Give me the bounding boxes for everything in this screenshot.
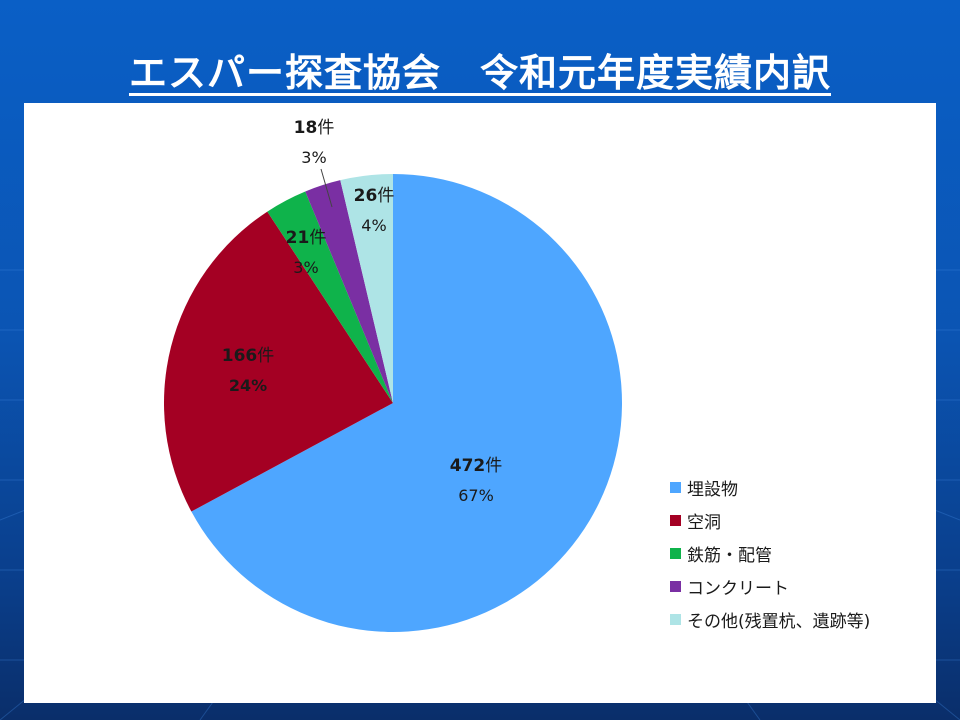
data-label-count-value: 166 xyxy=(222,346,258,366)
leader-line xyxy=(320,168,333,208)
data-label-count-unit: 件 xyxy=(317,118,334,138)
legend-swatch xyxy=(670,515,681,526)
data-label-count-1: 472件 xyxy=(450,456,503,476)
data-label-count-4: 18件 xyxy=(294,118,335,138)
data-label-count-unit: 件 xyxy=(309,228,326,248)
data-label-percent-2: 24% xyxy=(229,376,267,395)
data-label-count-unit: 件 xyxy=(257,346,274,366)
data-label-percent-1: 67% xyxy=(458,486,494,505)
legend-item-2: 空洞 xyxy=(670,504,870,537)
legend-swatch xyxy=(670,614,681,625)
legend-swatch xyxy=(670,548,681,559)
legend-swatch xyxy=(670,581,681,592)
legend-item-4: コンクリート xyxy=(670,570,870,603)
legend-item-1: 埋設物 xyxy=(670,471,870,504)
data-label-count-value: 472 xyxy=(450,456,486,476)
legend-label: 埋設物 xyxy=(687,480,738,500)
data-label-count-unit: 件 xyxy=(485,456,502,476)
data-label-count-2: 166件 xyxy=(222,346,275,366)
pie-slice-1 xyxy=(191,174,623,632)
data-label-percent-5: 4% xyxy=(361,216,386,235)
legend-label: コンクリート xyxy=(687,579,789,599)
data-label-count-unit: 件 xyxy=(377,186,394,206)
pie-slice-5 xyxy=(340,174,393,403)
chart-area: 472件 67% 166件 24% 21件 3% 18件 3% 26件 4% 埋設物 空洞 鉄筋・配管… xyxy=(24,103,936,703)
slide-title: エスパー探査協会 令和元年度実績内訳 xyxy=(0,42,960,97)
slide-title-text: エスパー探査協会 令和元年度実績内訳 xyxy=(128,51,831,95)
legend-label: その他(残置杭、遺跡等) xyxy=(687,612,871,632)
legend-label: 鉄筋・配管 xyxy=(687,546,772,566)
pie-slice-3 xyxy=(267,191,393,403)
data-label-percent-4: 3% xyxy=(301,148,326,167)
data-label-count-value: 18 xyxy=(294,118,318,138)
data-label-count-3: 21件 xyxy=(286,228,327,248)
legend-label: 空洞 xyxy=(687,513,721,533)
data-label-count-value: 21 xyxy=(286,228,310,248)
pie-slice-4 xyxy=(305,180,393,403)
data-label-percent-3: 3% xyxy=(293,258,318,277)
legend-item-5: その他(残置杭、遺跡等) xyxy=(670,603,870,636)
pie-slice-2 xyxy=(164,211,393,512)
legend-item-3: 鉄筋・配管 xyxy=(670,537,870,570)
chart-legend: 埋設物空洞鉄筋・配管コンクリートその他(残置杭、遺跡等) xyxy=(670,471,870,636)
data-label-count-5: 26件 xyxy=(354,186,395,206)
data-label-count-value: 26 xyxy=(354,186,378,206)
legend-swatch xyxy=(670,482,681,493)
